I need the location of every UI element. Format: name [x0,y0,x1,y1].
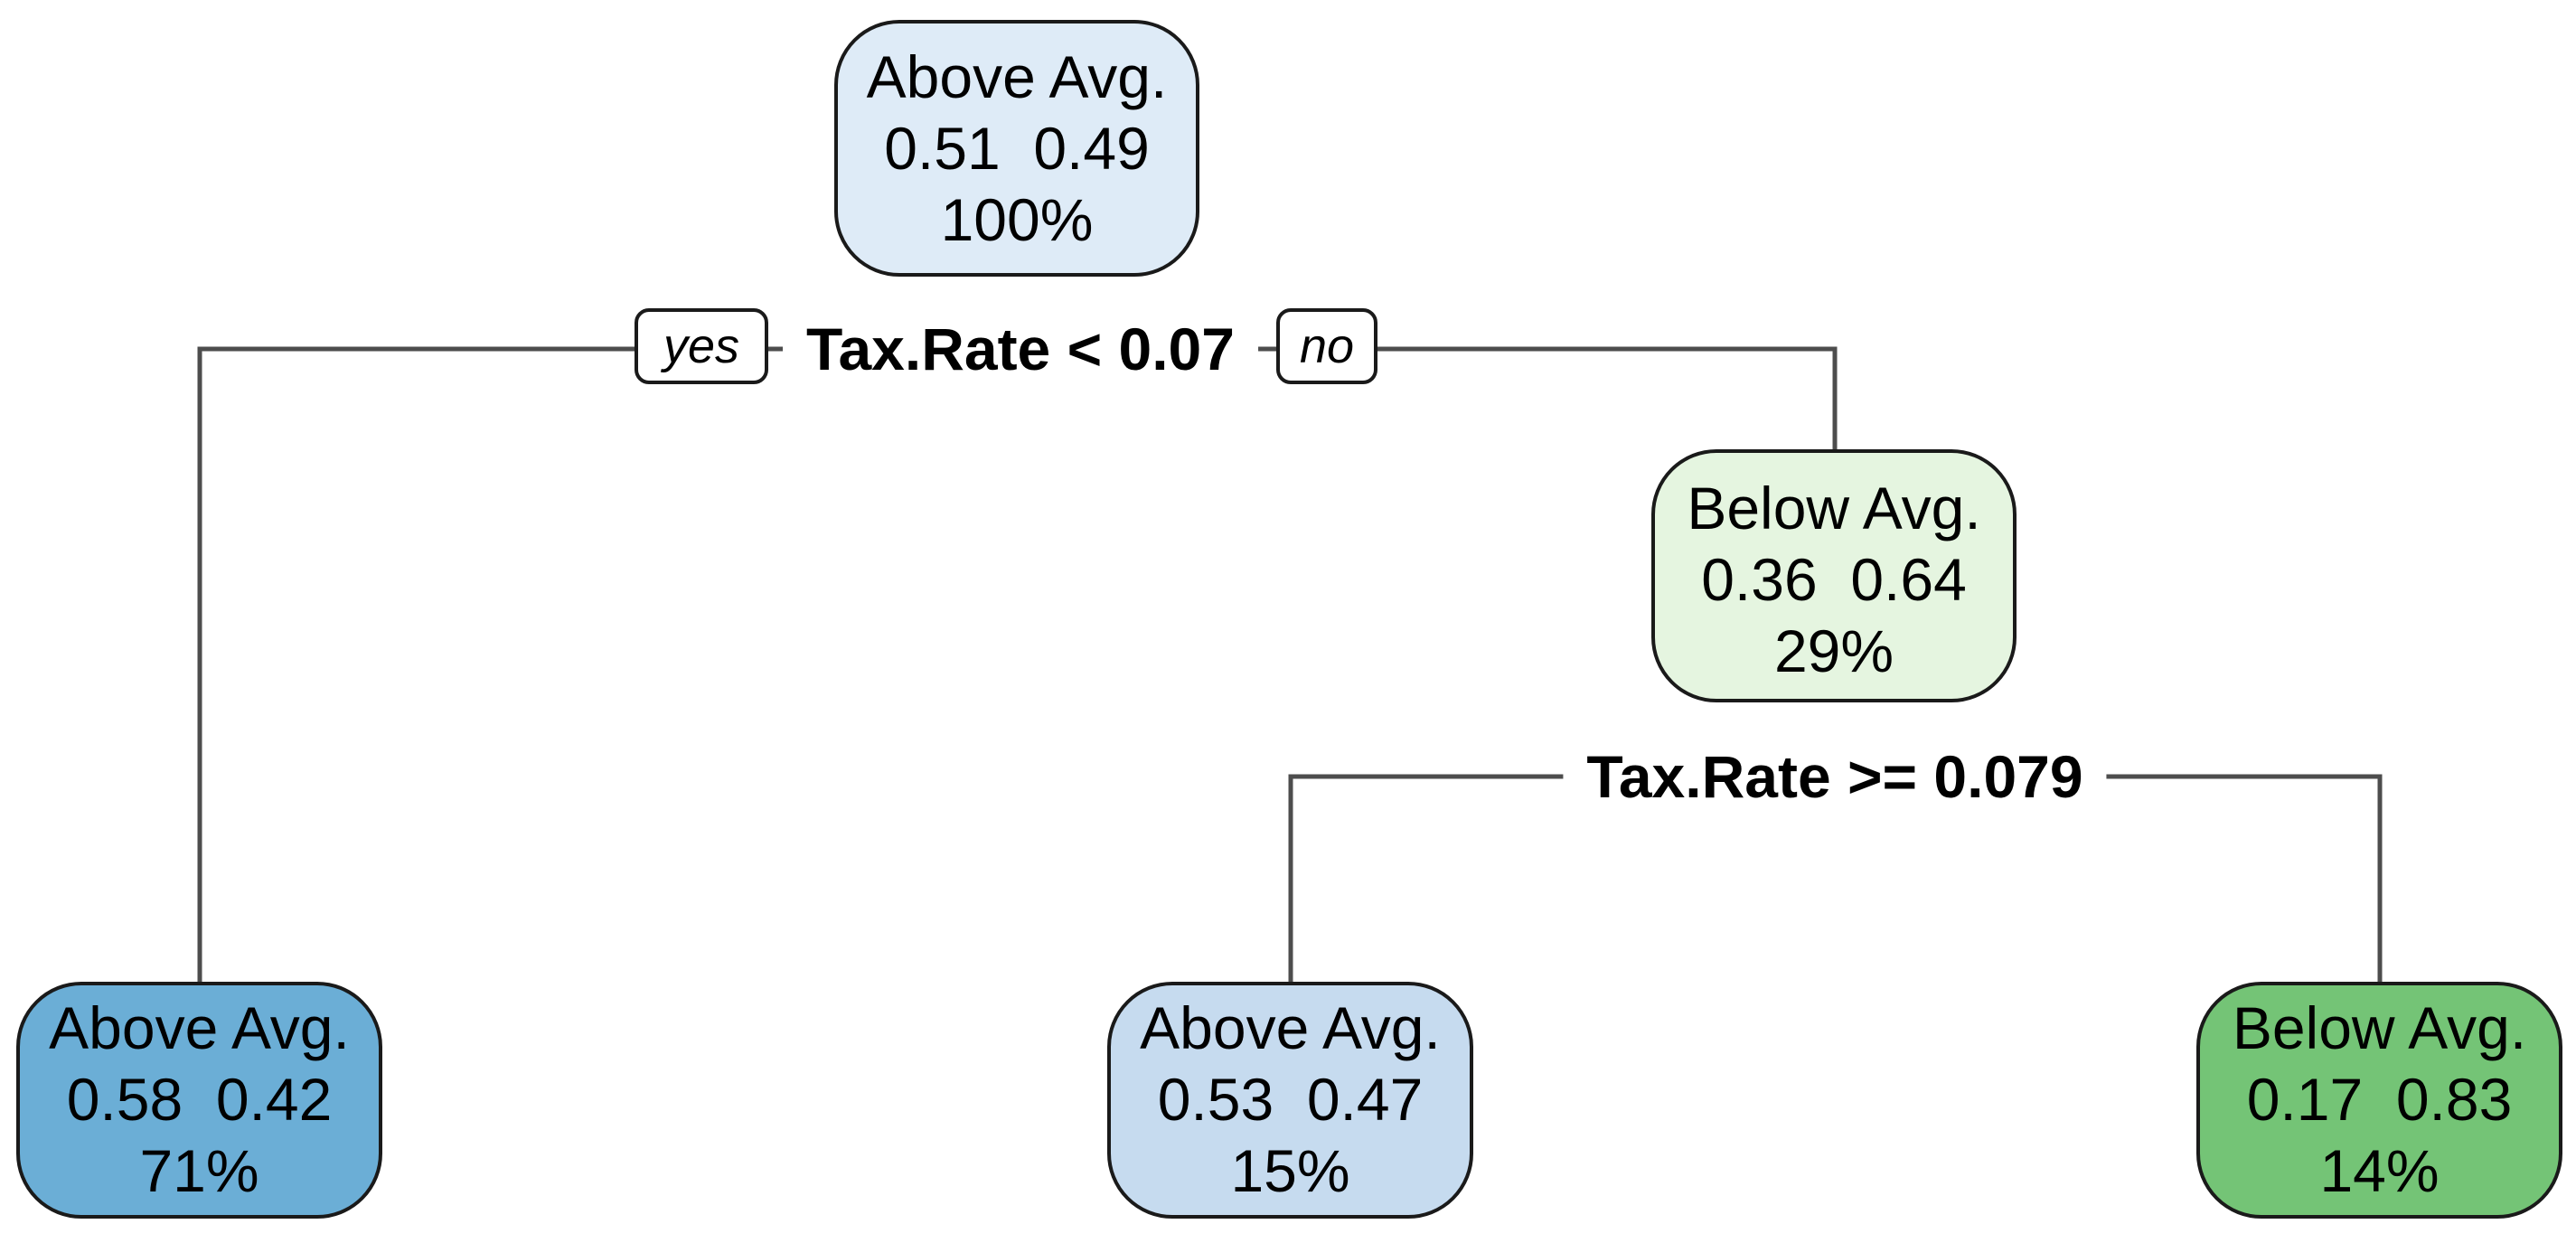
node-probabilities: 0.51 0.49 [884,115,1150,182]
tree-node-leaf-left: Above Avg. 0.58 0.42 71% [16,982,382,1219]
node-class-label: Below Avg. [1687,475,1981,541]
no-branch-tag: no [1276,308,1377,384]
node-class-label: Above Avg. [866,43,1168,110]
node-coverage: 100% [940,186,1094,253]
node-probabilities: 0.58 0.42 [66,1066,333,1133]
node-class-label: Above Avg. [49,994,350,1061]
node-coverage: 71% [139,1137,259,1204]
yes-branch-tag-label: yes [663,319,740,373]
node-probabilities: 0.36 0.64 [1701,546,1967,613]
no-branch-tag-label: no [1299,319,1355,373]
node-coverage: 29% [1773,617,1894,684]
split1-condition-label: Tax.Rate < 0.07 [783,311,1258,387]
node-class-label: Above Avg. [1140,994,1441,1061]
tree-node-leaf-right: Below Avg. 0.17 0.83 14% [2196,982,2562,1219]
tree-node-right-internal: Below Avg. 0.36 0.64 29% [1651,449,2017,702]
node-coverage: 14% [2319,1137,2440,1204]
node-probabilities: 0.17 0.83 [2246,1066,2513,1133]
node-probabilities: 0.53 0.47 [1157,1066,1424,1133]
node-coverage: 15% [1230,1137,1350,1204]
tree-node-leaf-middle: Above Avg. 0.53 0.47 15% [1107,982,1473,1219]
branch-path-split1 [197,346,1838,982]
yes-branch-tag: yes [635,308,768,384]
split2-condition-label: Tax.Rate >= 0.079 [1563,739,2107,815]
tree-node-root: Above Avg. 0.51 0.49 100% [834,20,1199,277]
node-class-label: Below Avg. [2232,994,2527,1061]
